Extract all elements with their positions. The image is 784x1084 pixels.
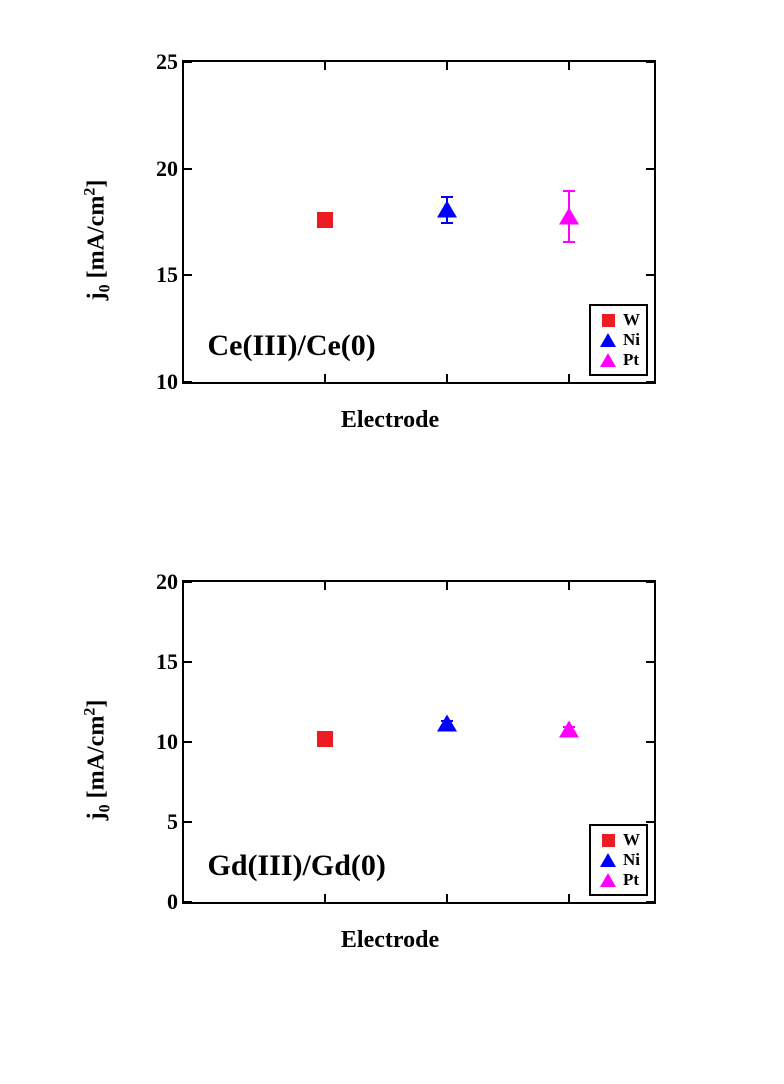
tick-mark — [184, 61, 192, 63]
y-label-text: ] — [84, 180, 110, 188]
plot-area: Gd(III)/Gd(0) WNiPt 05101520 — [182, 580, 656, 904]
tick-mark — [184, 581, 192, 583]
y-tick-label: 10 — [134, 729, 178, 755]
legend-row-ni: Ni — [597, 850, 640, 870]
tick-mark — [184, 741, 192, 743]
y-tick-label: 0 — [134, 889, 178, 915]
y-tick-label: 10 — [134, 369, 178, 395]
legend-row-w: W — [597, 830, 640, 850]
legend-label: Pt — [623, 870, 639, 890]
legend-marker-icon — [597, 873, 619, 887]
data-point-w — [317, 212, 333, 228]
y-tick-label: 15 — [134, 649, 178, 675]
legend-label: Ni — [623, 330, 640, 350]
tick-mark — [568, 62, 570, 70]
y-label-sup: 2 — [82, 188, 99, 196]
error-cap — [441, 222, 453, 224]
tick-mark — [646, 61, 654, 63]
data-point-w — [317, 731, 333, 747]
tick-mark — [446, 894, 448, 902]
tick-mark — [646, 661, 654, 663]
tick-mark — [646, 901, 654, 903]
tick-mark — [646, 381, 654, 383]
legend: WNiPt — [589, 304, 648, 376]
data-point-pt — [559, 721, 579, 738]
tick-mark — [184, 821, 192, 823]
y-label-text: j — [84, 812, 110, 820]
tick-mark — [446, 62, 448, 70]
chart-title: Gd(III)/Gd(0) — [208, 849, 386, 883]
tick-mark — [646, 168, 654, 170]
legend-marker-icon — [597, 853, 619, 867]
y-label-text: [mA/cm — [84, 196, 110, 285]
legend-marker-icon — [597, 314, 619, 327]
y-label-text: [mA/cm — [84, 716, 110, 805]
y-tick-label: 20 — [134, 156, 178, 182]
error-cap — [563, 190, 575, 192]
tick-mark — [646, 821, 654, 823]
legend-label: W — [623, 310, 640, 330]
y-tick-label: 5 — [134, 809, 178, 835]
y-tick-label: 20 — [134, 569, 178, 595]
tick-mark — [184, 274, 192, 276]
x-axis-label: Electrode — [341, 407, 439, 434]
y-label-text: ] — [84, 700, 110, 708]
tick-mark — [646, 741, 654, 743]
plot-area: Ce(III)/Ce(0) WNiPt 10152025 — [182, 60, 656, 384]
chart-ce: j0 [mA/cm2] Ce(III)/Ce(0) WNiPt 10152025… — [90, 50, 690, 430]
legend-marker-icon — [597, 834, 619, 847]
tick-mark — [446, 582, 448, 590]
y-tick-label: 25 — [134, 49, 178, 75]
legend-label: Ni — [623, 850, 640, 870]
legend-marker-icon — [597, 353, 619, 367]
y-label-sub: 0 — [96, 804, 113, 812]
x-axis-label: Electrode — [341, 927, 439, 954]
tick-mark — [324, 894, 326, 902]
tick-mark — [446, 374, 448, 382]
tick-mark — [324, 374, 326, 382]
legend-row-pt: Pt — [597, 870, 640, 890]
tick-mark — [324, 62, 326, 70]
tick-mark — [568, 582, 570, 590]
legend-label: Pt — [623, 350, 639, 370]
figure-page: j0 [mA/cm2] Ce(III)/Ce(0) WNiPt 10152025… — [0, 0, 784, 1084]
legend: WNiPt — [589, 824, 648, 896]
data-point-pt — [559, 207, 579, 224]
legend-row-w: W — [597, 310, 640, 330]
error-cap — [563, 241, 575, 243]
tick-mark — [184, 901, 192, 903]
chart-title: Ce(III)/Ce(0) — [208, 329, 376, 363]
tick-mark — [184, 168, 192, 170]
tick-mark — [568, 374, 570, 382]
tick-mark — [184, 661, 192, 663]
y-axis-label: j0 [mA/cm2] — [82, 180, 115, 301]
y-tick-label: 15 — [134, 262, 178, 288]
tick-mark — [324, 582, 326, 590]
y-label-sub: 0 — [96, 284, 113, 292]
data-point-ni — [437, 201, 457, 218]
y-label-text: j — [84, 292, 110, 300]
error-cap — [441, 196, 453, 198]
tick-mark — [646, 581, 654, 583]
legend-marker-icon — [597, 333, 619, 347]
chart-gd: j0 [mA/cm2] Gd(III)/Gd(0) WNiPt 05101520… — [90, 570, 690, 950]
y-axis-label: j0 [mA/cm2] — [82, 700, 115, 821]
tick-mark — [568, 894, 570, 902]
y-label-sup: 2 — [82, 708, 99, 716]
tick-mark — [646, 274, 654, 276]
legend-row-pt: Pt — [597, 350, 640, 370]
data-point-ni — [437, 714, 457, 731]
tick-mark — [184, 381, 192, 383]
legend-row-ni: Ni — [597, 330, 640, 350]
legend-label: W — [623, 830, 640, 850]
